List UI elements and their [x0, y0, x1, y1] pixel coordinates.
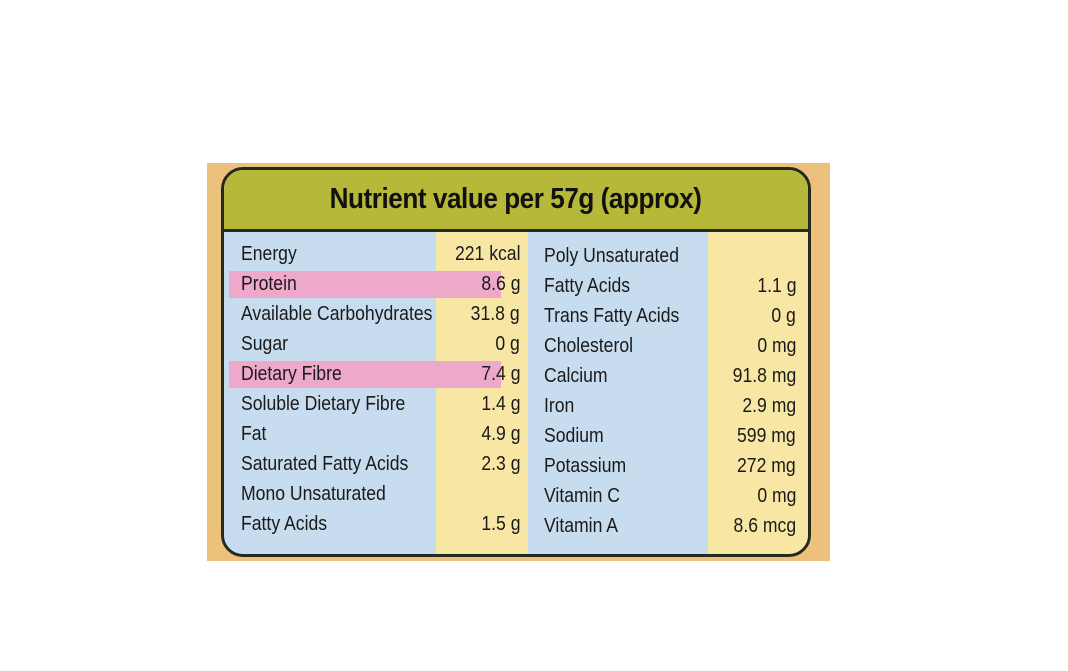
nutrient-name: Potassium: [544, 455, 627, 477]
nutrient-value: 8.6 g: [480, 273, 520, 295]
nutrient-value: 91.8 mg: [732, 365, 796, 387]
highlight-bar: [229, 361, 501, 388]
nutrient-name: Protein: [241, 273, 297, 295]
nutrient-value: 272 mg: [737, 455, 796, 477]
nutrient-value: 4.9 g: [480, 423, 520, 445]
nutrient-name: Cholesterol: [544, 335, 634, 357]
label-title: Nutrient value per 57g (approx): [330, 183, 702, 215]
nutrient-value: 8.6 mcg: [733, 515, 796, 537]
nutrient-value: 2.3 g: [480, 453, 520, 475]
label-header: Nutrient value per 57g (approx): [224, 170, 808, 232]
nutrient-name: Poly Unsaturated: [544, 245, 680, 267]
nutrient-name: Mono Unsaturated: [241, 483, 386, 505]
nutrition-label: Nutrient value per 57g (approx) Energy 22…: [221, 167, 811, 557]
nutrient-name: Sugar: [241, 333, 288, 355]
nutrient-value: 221 kcal: [454, 243, 520, 265]
right-name-column: [528, 232, 708, 554]
nutrient-name: Trans Fatty Acids: [544, 305, 680, 327]
nutrient-name: Saturated Fatty Acids: [241, 453, 409, 475]
nutrient-value: 0 g: [495, 333, 520, 355]
nutrient-value: 1.4 g: [480, 393, 520, 415]
right-value-column: [708, 232, 808, 554]
nutrient-value: 0 mg: [756, 335, 796, 357]
nutrient-name: Fatty Acids: [544, 275, 631, 297]
nutrient-value: 2.9 mg: [742, 395, 796, 417]
nutrient-name: Sodium: [544, 425, 604, 447]
nutrient-name: Vitamin A: [544, 515, 619, 537]
nutrient-value: 31.8 g: [471, 303, 520, 325]
nutrient-name: Energy: [241, 243, 297, 265]
nutrient-name: Soluble Dietary Fibre: [241, 393, 406, 415]
nutrient-name: Fat: [241, 423, 267, 445]
nutrient-name: Fatty Acids: [241, 513, 328, 535]
nutrient-name: Dietary Fibre: [241, 363, 342, 385]
highlight-bar: [229, 271, 501, 298]
nutrient-name: Vitamin C: [544, 485, 620, 507]
nutrient-table: Energy 221 kcal Protein 8.6 g Available Carb…: [224, 232, 808, 554]
nutrient-value: 1.1 g: [756, 275, 796, 297]
nutrient-value: 0 mg: [756, 485, 796, 507]
nutrient-value: 7.4 g: [480, 363, 520, 385]
nutrient-value: 1.5 g: [480, 513, 520, 535]
nutrient-value: 599 mg: [737, 425, 796, 447]
nutrient-name: Iron: [544, 395, 575, 417]
nutrient-value: 0 g: [771, 305, 796, 327]
nutrient-name: Calcium: [544, 365, 608, 387]
nutrient-name: Available Carbohydrates: [241, 303, 433, 325]
nutrition-label-photo: Nutrient value per 57g (approx) Energy 22…: [207, 163, 830, 561]
